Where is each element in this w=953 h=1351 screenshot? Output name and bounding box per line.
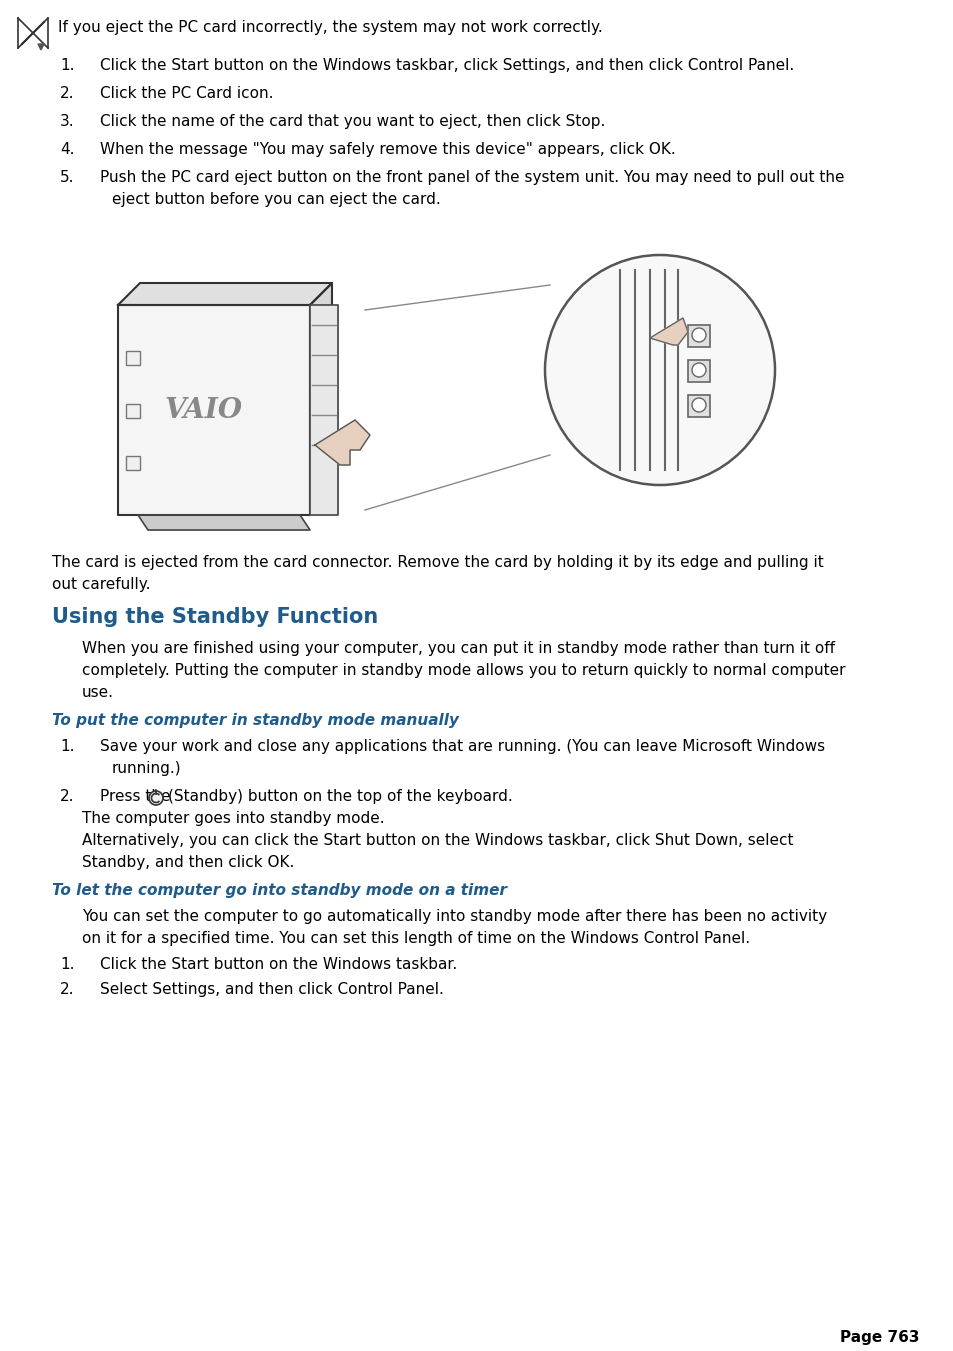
Text: 2.: 2. bbox=[60, 789, 74, 804]
Text: The computer goes into standby mode.: The computer goes into standby mode. bbox=[82, 811, 384, 825]
Text: Click the Start button on the Windows taskbar, click Settings, and then click Co: Click the Start button on the Windows ta… bbox=[100, 58, 794, 73]
Text: You can set the computer to go automatically into standby mode after there has b: You can set the computer to go automatic… bbox=[82, 909, 826, 924]
Text: 2.: 2. bbox=[60, 86, 74, 101]
Text: 1.: 1. bbox=[60, 957, 74, 971]
Bar bbox=[687, 359, 709, 382]
Text: Push the PC card eject button on the front panel of the system unit. You may nee: Push the PC card eject button on the fro… bbox=[100, 170, 843, 185]
Bar bbox=[126, 404, 140, 417]
Circle shape bbox=[691, 399, 705, 412]
Text: To let the computer go into standby mode on a timer: To let the computer go into standby mode… bbox=[52, 884, 506, 898]
Text: (Standby) button on the top of the keyboard.: (Standby) button on the top of the keybo… bbox=[168, 789, 512, 804]
Circle shape bbox=[691, 363, 705, 377]
Text: Using the Standby Function: Using the Standby Function bbox=[52, 607, 377, 627]
Polygon shape bbox=[38, 45, 44, 50]
Circle shape bbox=[691, 328, 705, 342]
Text: running.): running.) bbox=[112, 761, 181, 775]
Polygon shape bbox=[138, 515, 310, 530]
Bar bbox=[687, 394, 709, 417]
Text: use.: use. bbox=[82, 685, 113, 700]
Polygon shape bbox=[310, 305, 337, 515]
Text: 4.: 4. bbox=[60, 142, 74, 157]
Text: 5.: 5. bbox=[60, 170, 74, 185]
Text: 2.: 2. bbox=[60, 982, 74, 997]
Text: Press the: Press the bbox=[100, 789, 171, 804]
Text: When you are finished using your computer, you can put it in standby mode rather: When you are finished using your compute… bbox=[82, 640, 834, 657]
Text: If you eject the PC card incorrectly, the system may not work correctly.: If you eject the PC card incorrectly, th… bbox=[58, 20, 602, 35]
Bar bbox=[126, 457, 140, 470]
Text: Standby, and then click OK.: Standby, and then click OK. bbox=[82, 855, 294, 870]
Text: out carefully.: out carefully. bbox=[52, 577, 151, 592]
Text: 3.: 3. bbox=[60, 113, 74, 128]
Text: The card is ejected from the card connector. Remove the card by holding it by it: The card is ejected from the card connec… bbox=[52, 555, 822, 570]
Bar bbox=[126, 351, 140, 365]
Polygon shape bbox=[118, 282, 332, 305]
Text: VAIO: VAIO bbox=[165, 396, 243, 423]
Text: on it for a specified time. You can set this length of time on the Windows Contr: on it for a specified time. You can set … bbox=[82, 931, 749, 946]
Text: Click the PC Card icon.: Click the PC Card icon. bbox=[100, 86, 274, 101]
Polygon shape bbox=[118, 305, 310, 515]
Text: When the message "You may safely remove this device" appears, click OK.: When the message "You may safely remove … bbox=[100, 142, 675, 157]
Text: 1.: 1. bbox=[60, 58, 74, 73]
Text: Click the name of the card that you want to eject, then click Stop.: Click the name of the card that you want… bbox=[100, 113, 605, 128]
Polygon shape bbox=[310, 282, 332, 515]
Circle shape bbox=[544, 255, 774, 485]
Text: Select Settings, and then click Control Panel.: Select Settings, and then click Control … bbox=[100, 982, 443, 997]
Text: completely. Putting the computer in standby mode allows you to return quickly to: completely. Putting the computer in stan… bbox=[82, 663, 844, 678]
Text: To put the computer in standby mode manually: To put the computer in standby mode manu… bbox=[52, 713, 458, 728]
Text: Save your work and close any applications that are running. (You can leave Micro: Save your work and close any application… bbox=[100, 739, 824, 754]
Circle shape bbox=[149, 790, 163, 805]
Polygon shape bbox=[22, 22, 44, 45]
Bar bbox=[687, 326, 709, 347]
Polygon shape bbox=[314, 420, 370, 465]
Text: eject button before you can eject the card.: eject button before you can eject the ca… bbox=[112, 192, 440, 207]
Text: Click the Start button on the Windows taskbar.: Click the Start button on the Windows ta… bbox=[100, 957, 456, 971]
Text: 1.: 1. bbox=[60, 739, 74, 754]
Polygon shape bbox=[649, 317, 687, 345]
Text: Page 763: Page 763 bbox=[840, 1329, 919, 1346]
Text: Alternatively, you can click the Start button on the Windows taskbar, click Shut: Alternatively, you can click the Start b… bbox=[82, 834, 793, 848]
